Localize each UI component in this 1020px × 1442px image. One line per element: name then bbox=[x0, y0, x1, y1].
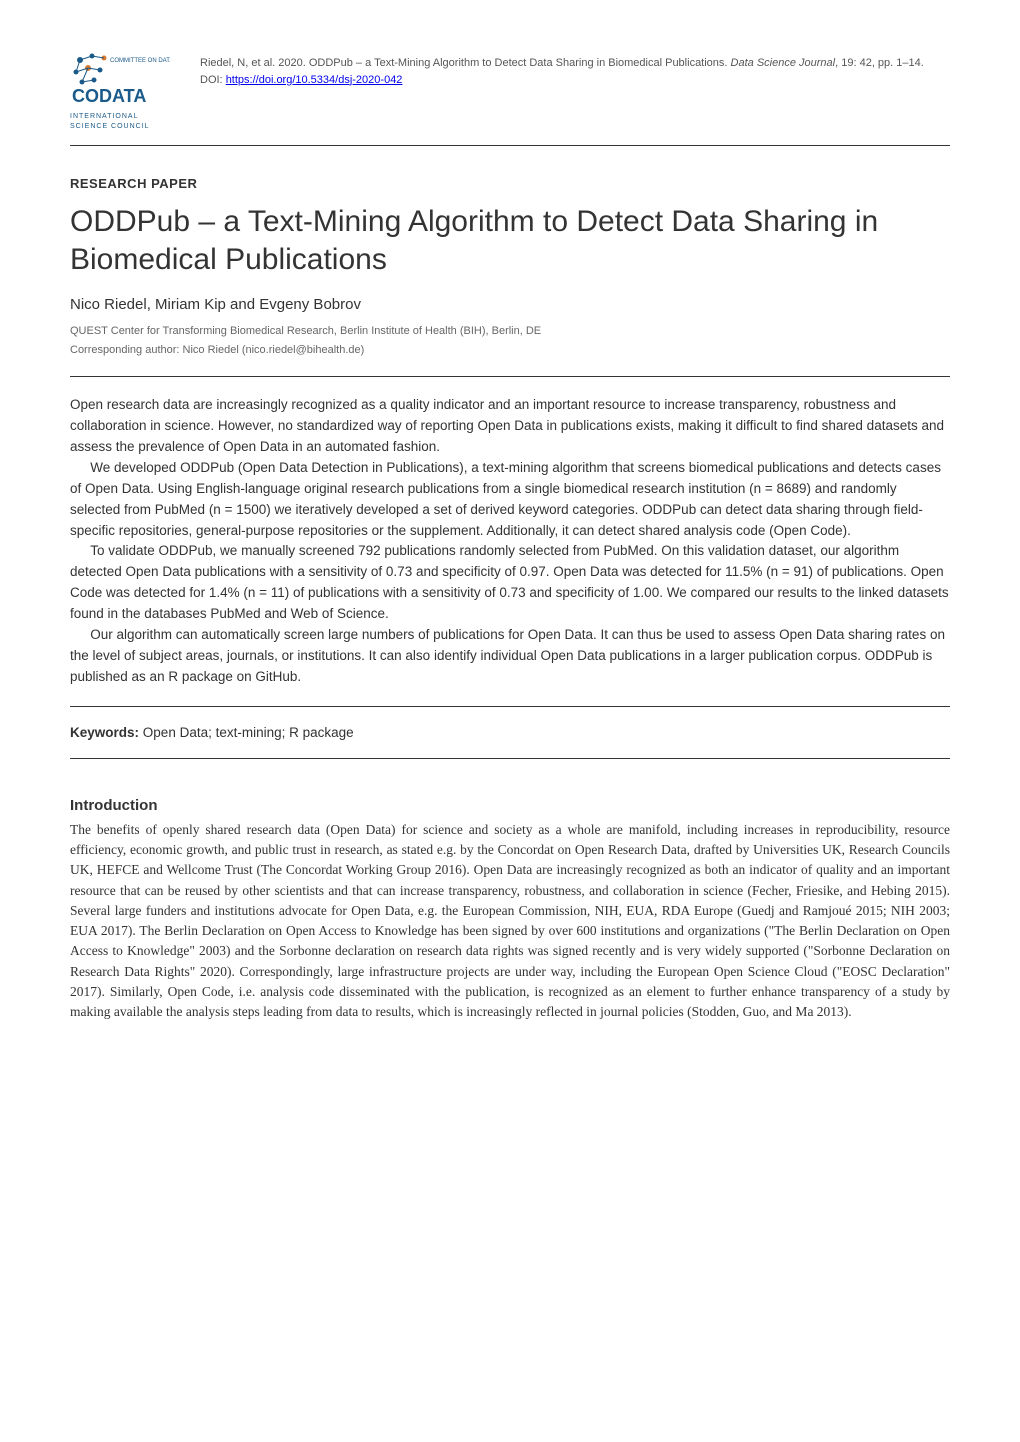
abstract-p1: Open research data are increasingly reco… bbox=[70, 395, 950, 458]
logo-brand-text: CODATA bbox=[72, 86, 146, 106]
logo-committee-text: COMMITTEE ON DATA bbox=[110, 58, 170, 64]
introduction-body: The benefits of openly shared research d… bbox=[70, 820, 950, 1023]
spacer bbox=[70, 777, 950, 797]
rule-below-abstract bbox=[70, 706, 950, 707]
introduction-p1: The benefits of openly shared research d… bbox=[70, 820, 950, 1023]
citation-journal: Data Science Journal bbox=[731, 57, 836, 69]
abstract-p4: Our algorithm can automatically screen l… bbox=[70, 625, 950, 688]
corresponding-author: Corresponding author: Nico Riedel (nico.… bbox=[70, 342, 950, 359]
abstract-block: Open research data are increasingly reco… bbox=[70, 395, 950, 688]
page-container: COMMITTEE ON DATA CODATA INTERNATIONAL S… bbox=[0, 0, 1020, 1072]
paper-type-label: RESEARCH PAPER bbox=[70, 176, 950, 191]
citation-title: ODDPub – a Text-Mining Algorithm to Dete… bbox=[309, 57, 728, 69]
abstract-p2: We developed ODDPub (Open Data Detection… bbox=[70, 458, 950, 542]
rule-below-keywords bbox=[70, 758, 950, 759]
keywords-label: Keywords: bbox=[70, 725, 139, 740]
author-affiliation: QUEST Center for Transforming Biomedical… bbox=[70, 323, 950, 340]
codata-logo-icon: COMMITTEE ON DATA CODATA bbox=[70, 50, 170, 110]
citation-authors: Riedel, N, et al. 2020. bbox=[200, 57, 306, 69]
author-list: Nico Riedel, Miriam Kip and Evgeny Bobro… bbox=[70, 296, 950, 313]
logo-subtitle-1: INTERNATIONAL bbox=[70, 113, 200, 120]
citation-doi-link[interactable]: https://doi.org/10.5334/dsj-2020-042 bbox=[226, 74, 403, 86]
introduction-heading: Introduction bbox=[70, 797, 950, 814]
rule-above-abstract bbox=[70, 376, 950, 377]
page-header: COMMITTEE ON DATA CODATA INTERNATIONAL S… bbox=[70, 50, 950, 146]
abstract-p3: To validate ODDPub, we manually screened… bbox=[70, 541, 950, 625]
citation-block: Riedel, N, et al. 2020. ODDPub – a Text-… bbox=[200, 50, 950, 88]
logo-block: COMMITTEE ON DATA CODATA INTERNATIONAL S… bbox=[70, 50, 200, 130]
keywords-text: Open Data; text-mining; R package bbox=[143, 725, 354, 740]
paper-title: ODDPub – a Text-Mining Algorithm to Dete… bbox=[70, 203, 950, 278]
publisher-logo: COMMITTEE ON DATA CODATA INTERNATIONAL S… bbox=[70, 50, 200, 130]
citation-doi-label: DOI: bbox=[200, 74, 223, 86]
logo-subtitle-2: SCIENCE COUNCIL bbox=[70, 123, 200, 130]
citation-volume: 19: 42, pp. 1–14. bbox=[841, 57, 924, 69]
keywords-line: Keywords: Open Data; text-mining; R pack… bbox=[70, 725, 950, 740]
